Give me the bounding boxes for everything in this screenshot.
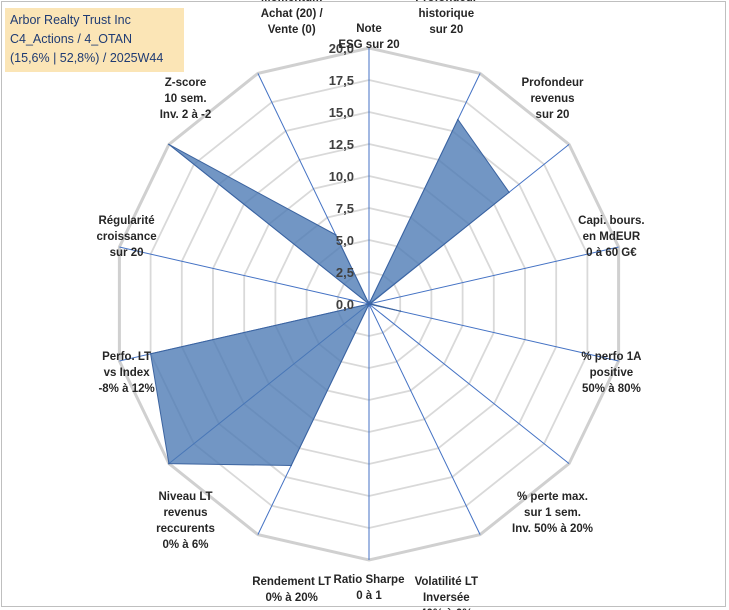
axis-label: Vente (0) — [268, 24, 316, 36]
axis-label: Z-score — [165, 77, 207, 89]
axis-label: croissance — [97, 231, 157, 243]
data-point — [168, 462, 170, 465]
axis-label: 0% à 6% — [162, 539, 208, 551]
axis-spoke — [368, 246, 619, 305]
axis-label: 0 à 60 G€ — [586, 247, 637, 259]
axis-label: sur 20 — [536, 109, 570, 121]
data-point — [368, 303, 370, 305]
axis-label: ESG sur 20 — [338, 39, 399, 51]
axis-label: revenus — [530, 93, 574, 105]
axis-spoke — [119, 246, 370, 305]
axis-label: sur 20 — [429, 24, 463, 36]
tick-label: 2,5 — [336, 265, 354, 280]
radar-tick-labels: 0,0 2,5 5,0 7,5 10,0 12,5 15,0 17,5 20,0 — [329, 41, 354, 312]
axis-label: en MdEUR — [583, 231, 641, 243]
axis-label: vs Index — [104, 367, 151, 379]
axis-label: Niveau LT — [158, 491, 212, 503]
axis-label: Momentum — [261, 0, 322, 4]
axis-label: 0% à 20% — [265, 592, 317, 604]
axis-label: Profondeur — [415, 0, 477, 4]
axis-label: 10 sem. — [164, 93, 206, 105]
axis-label: reccurents — [156, 523, 215, 535]
radar-axis-labels: Note ESG sur 20 Profondeur historique sur 20… — [97, 0, 645, 610]
tick-label: 15,0 — [329, 105, 354, 120]
data-point — [290, 464, 293, 467]
category-label: C4_Actions / 4_OTAN — [10, 32, 133, 46]
axis-label: Capi. bours. — [578, 215, 644, 227]
tick-label: 5,0 — [336, 233, 354, 248]
company-name: Arbor Realty Trust Inc — [10, 13, 131, 27]
data-point — [457, 118, 459, 121]
score-week-label: (15,6% | 52,8%) / 2025W44 — [10, 51, 164, 65]
axis-label: 50% à 80% — [582, 383, 641, 395]
axis-label: Profondeur — [522, 77, 584, 89]
data-point — [334, 234, 337, 236]
axis-spoke — [368, 303, 619, 362]
axis-label: Ratio Sharpe — [334, 574, 405, 586]
axis-label: Rendement LT — [252, 576, 331, 588]
axis-label: revenus — [163, 507, 207, 519]
axis-label: sur 20 — [110, 247, 144, 259]
axis-label: historique — [419, 8, 475, 20]
axis-label: 0 à 1 — [356, 590, 382, 602]
radar-series — [149, 118, 510, 467]
data-point — [168, 143, 170, 146]
axis-label: Régularité — [98, 215, 154, 227]
tick-label: 10,0 — [329, 169, 354, 184]
axis-spoke — [368, 303, 481, 535]
axis-spoke — [368, 303, 570, 464]
axis-label: Perfo. LT — [102, 351, 151, 363]
axis-label: sur 1 sem. — [524, 507, 581, 519]
axis-label: Inv. 50% à 20% — [512, 523, 593, 535]
axis-label: -8% à 12% — [98, 383, 154, 395]
axis-label: positive — [590, 367, 633, 379]
data-point — [508, 191, 510, 194]
axis-label: Volatilité LT — [415, 576, 478, 588]
chart-title-box: Arbor Realty Trust Inc C4_Actions / 4_OT… — [5, 8, 184, 72]
axis-label: Inversée — [423, 592, 470, 604]
tick-label: 0,0 — [336, 297, 354, 312]
tick-label: 17,5 — [329, 73, 354, 88]
axis-label: % perte max. — [517, 491, 588, 503]
data-point — [399, 310, 402, 312]
axis-label: Achat (20) / — [261, 8, 324, 20]
axis-label: Note — [356, 23, 382, 35]
data-point — [369, 302, 372, 305]
axis-label: Inv. 2 à -2 — [160, 109, 212, 121]
axis-label: 40% à 0% — [420, 608, 472, 610]
axis-label: % perfo 1A — [581, 351, 641, 363]
tick-label: 20,0 — [329, 41, 354, 56]
data-point — [149, 353, 152, 355]
tick-label: 7,5 — [336, 201, 354, 216]
tick-label: 12,5 — [329, 137, 354, 152]
